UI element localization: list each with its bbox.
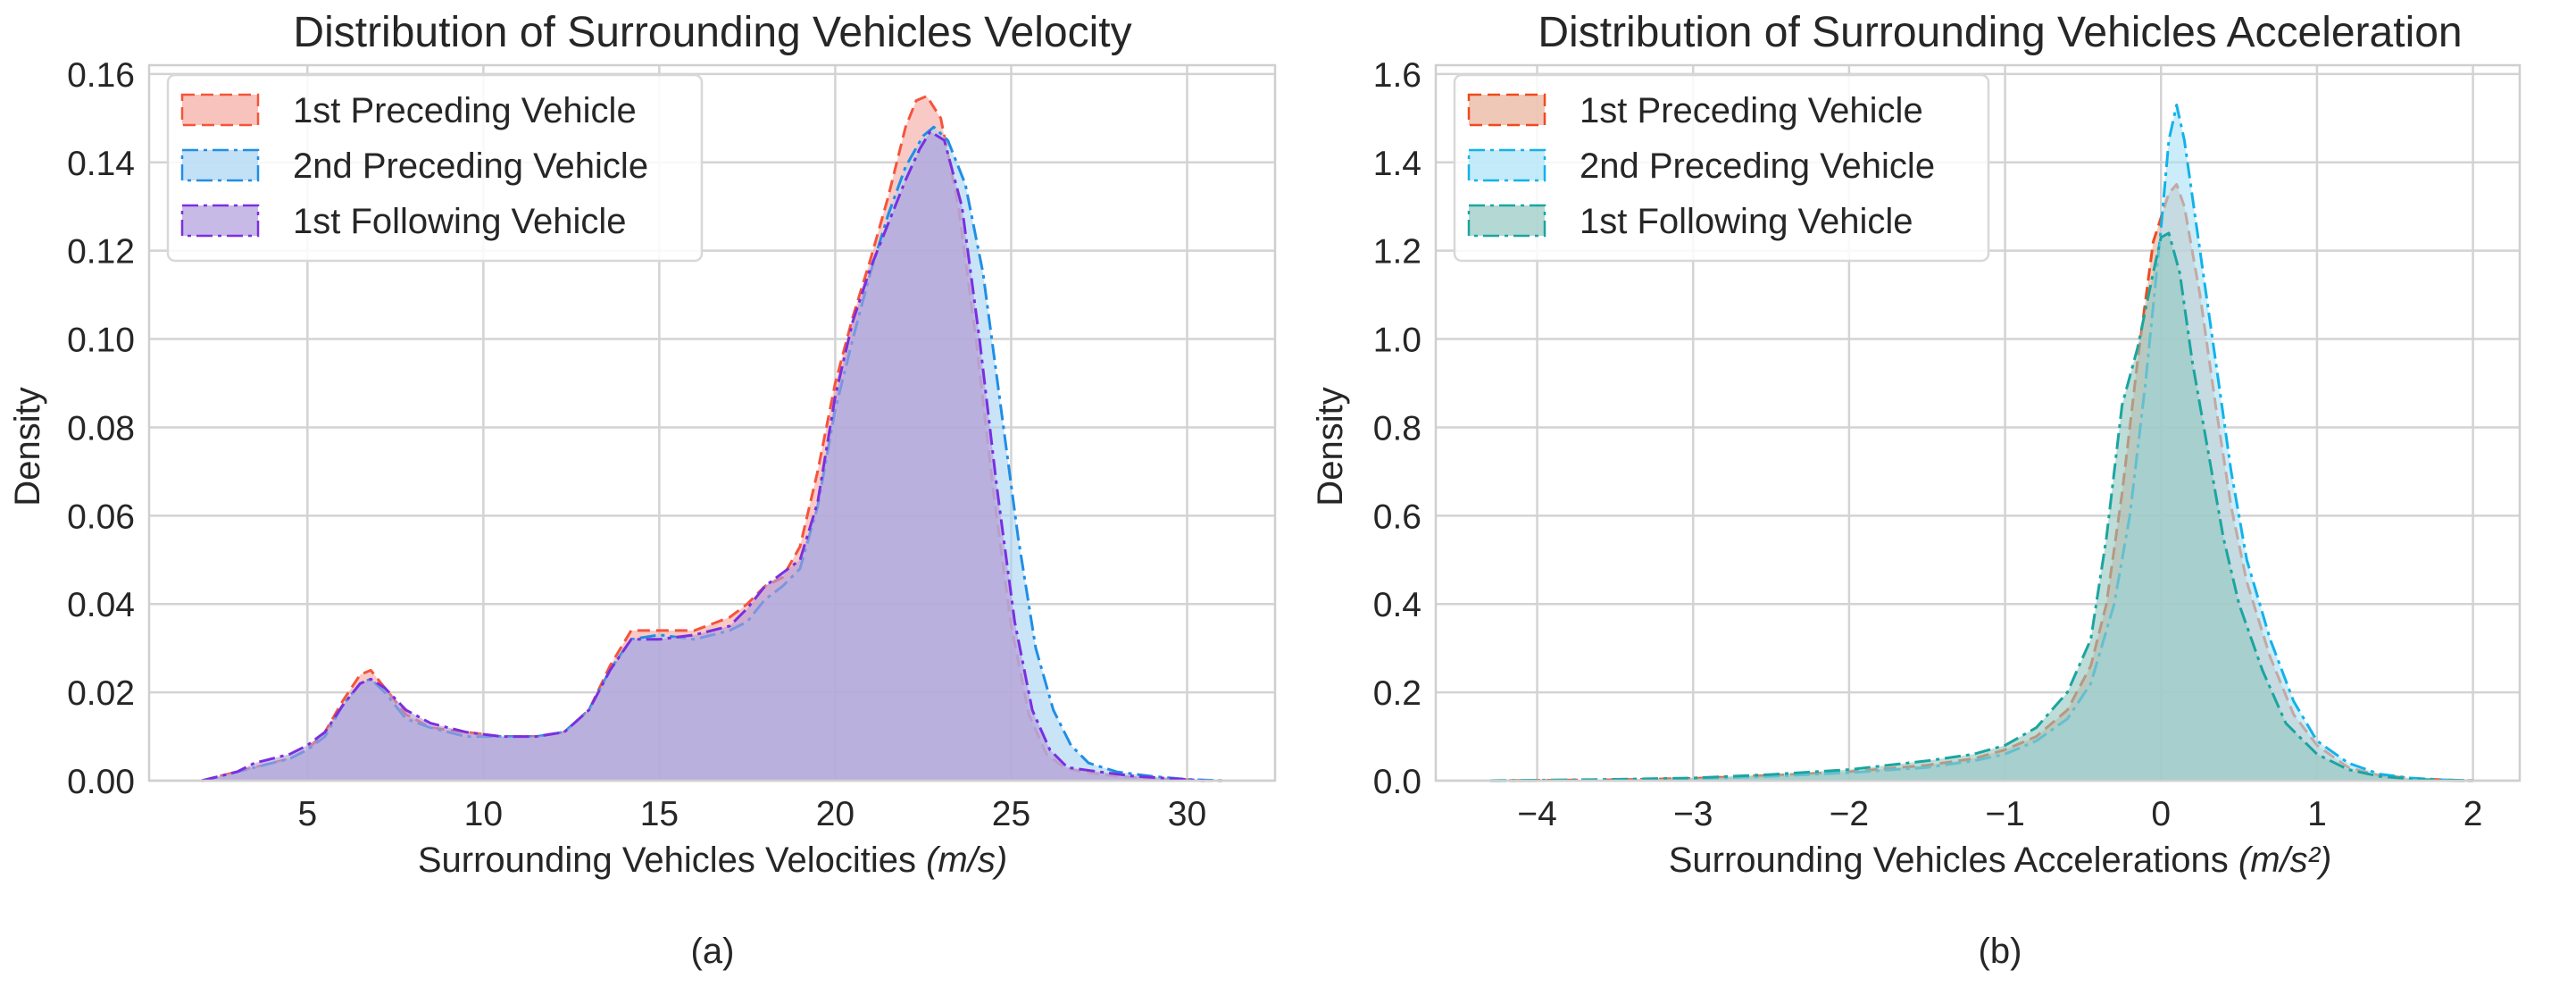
y-tick-label: 0.0 [1373, 763, 1421, 801]
density-areas [201, 95, 1222, 782]
figure-caption: (a) [691, 932, 735, 971]
x-tick-label: 20 [816, 795, 854, 833]
y-tick-label: 0.00 [67, 763, 135, 801]
legend-swatch [180, 148, 260, 182]
x-tick-label: 15 [640, 795, 679, 833]
x-tick-label: 0 [2151, 795, 2171, 833]
legend-swatch [1467, 204, 1546, 238]
x-tick-label: −1 [1985, 795, 2024, 833]
y-tick-label: 1.0 [1373, 322, 1421, 360]
y-tick-label: 0.14 [67, 145, 135, 183]
x-axis-label-text: Surrounding Vehicles Velocities [418, 841, 926, 880]
legend-swatch [1467, 93, 1546, 127]
x-tick-label: −3 [1673, 795, 1713, 833]
chart-title: Distribution of Surrounding Vehicles Vel… [293, 9, 1131, 56]
x-axis-label-text: Surrounding Vehicles Accelerations [1669, 841, 2238, 880]
density-area [202, 131, 1205, 781]
figure-caption: (b) [1979, 932, 2022, 971]
density-line [1490, 231, 2473, 782]
x-axis-label: Surrounding Vehicles Velocities (m/s) [418, 841, 1007, 880]
legend-label: 1st Following Vehicle [1580, 202, 1913, 241]
legend-label: 2nd Preceding Vehicle [293, 146, 648, 186]
y-tick-label: 1.2 [1373, 233, 1421, 272]
y-tick-label: 0.12 [67, 233, 135, 272]
x-axis-label-unit: (m/s²) [2238, 841, 2331, 880]
x-axis-label: Surrounding Vehicles Accelerations (m/s²… [1669, 841, 2332, 880]
x-tick-label: 30 [1168, 795, 1206, 833]
y-tick-label: 0.8 [1373, 409, 1421, 447]
density-area [1490, 232, 2473, 781]
legend-label: 1st Following Vehicle [293, 202, 627, 241]
legend: 1st Preceding Vehicle 2nd Preceding Vehic… [1453, 73, 1990, 263]
x-tick-label: 1 [2307, 795, 2327, 833]
y-tick-label: 0.2 [1373, 674, 1421, 713]
legend-box [166, 73, 704, 263]
density-line [1490, 104, 2473, 782]
x-tick-label: 5 [297, 795, 317, 833]
legend-label: 2nd Preceding Vehicle [1580, 146, 1935, 186]
y-tick-label: 0.6 [1373, 498, 1421, 536]
y-tick-label: 0.10 [67, 322, 135, 360]
x-tick-label: −4 [1517, 795, 1556, 833]
x-tick-labels: 5 10 15 20 25 30 [297, 795, 1206, 833]
y-tick-labels: 0.0 0.2 0.4 0.6 0.8 1.0 1.2 1.4 1.6 [1373, 56, 1421, 801]
y-tick-label: 1.6 [1373, 56, 1421, 95]
legend-swatch [180, 93, 260, 127]
y-tick-labels: 0.00 0.02 0.04 0.06 0.08 0.10 0.12 0.14 0.16 [67, 56, 135, 801]
x-tick-label: 2 [2463, 795, 2483, 833]
density-line [201, 130, 1205, 782]
plot-frame [1434, 63, 2522, 782]
x-tick-label: 25 [992, 795, 1030, 833]
x-tick-label: 10 [464, 795, 503, 833]
y-tick-label: 0.08 [67, 409, 135, 447]
x-tick-labels: −4 −3 −2 −1 0 1 2 [1517, 795, 2482, 833]
legend-label: 1st Preceding Vehicle [293, 91, 637, 130]
legend-label: 1st Preceding Vehicle [1580, 91, 1923, 130]
x-axis-label-unit: (m/s) [926, 841, 1007, 880]
y-tick-label: 1.4 [1373, 145, 1421, 183]
y-axis-label: Density [8, 387, 47, 506]
y-tick-label: 0.4 [1373, 586, 1421, 624]
grid [149, 65, 1275, 782]
x-tick-label: −2 [1830, 795, 1869, 833]
chart-title: Distribution of Surrounding Vehicles Acc… [1538, 9, 2462, 56]
y-tick-label: 0.04 [67, 586, 135, 624]
y-axis-label: Density [1311, 387, 1350, 506]
acceleration-chart: Distribution of Surrounding Vehicles Acc… [1311, 9, 2522, 971]
legend-swatch [180, 204, 260, 238]
legend: 1st Preceding Vehicle 2nd Preceding Vehic… [166, 73, 704, 263]
density-areas [1490, 104, 2473, 782]
legend-box [1453, 73, 1990, 263]
y-tick-label: 0.02 [67, 674, 135, 713]
y-tick-label: 0.16 [67, 56, 135, 95]
y-tick-label: 0.06 [67, 498, 135, 536]
legend-swatch [1467, 148, 1546, 182]
plot-frame [147, 63, 1277, 782]
velocity-chart: Distribution of Surrounding Vehicles Vel… [8, 9, 1277, 971]
